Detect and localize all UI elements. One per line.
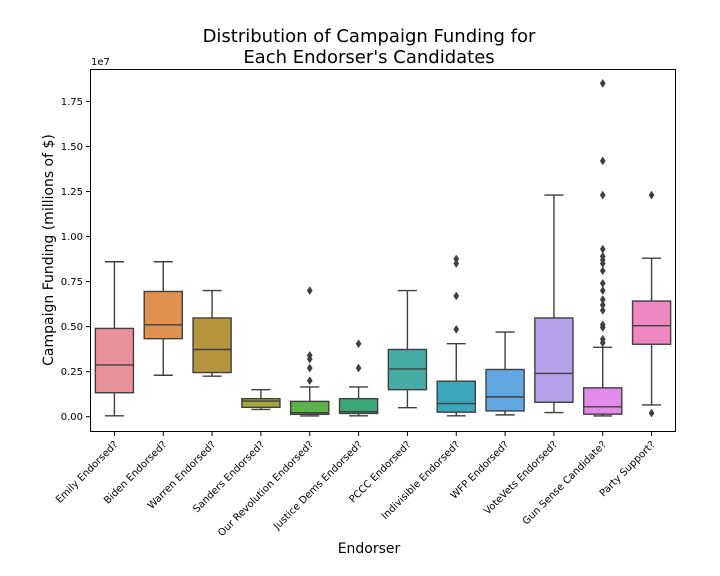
chart-title-line2: Each Endorser's Candidates — [243, 47, 494, 68]
outlier-point — [599, 190, 606, 200]
box — [631, 300, 672, 345]
y-axis-label: Campaign Funding (millions of $) — [41, 134, 57, 366]
y-tick-label: 0.25 — [61, 367, 83, 378]
outlier-point — [453, 254, 460, 264]
outlier-point — [453, 324, 460, 334]
outlier-point — [599, 251, 606, 261]
outlier-point — [599, 156, 606, 166]
y-axis-ticks: 0.00 0.25 0.50 0.75 1.00 1.25 1.50 1.75 — [61, 97, 90, 423]
outlier-point — [453, 291, 460, 301]
y-tick-label: 1.00 — [61, 232, 83, 243]
x-tick-label: Gun Sense Candidate? — [521, 439, 609, 527]
box-series — [94, 78, 672, 418]
outlier-point — [648, 408, 655, 418]
y-tick-label: 0.00 — [61, 412, 83, 423]
outlier-point — [599, 295, 606, 305]
box — [485, 368, 525, 412]
outlier-point — [599, 286, 606, 296]
box — [338, 397, 379, 415]
box — [241, 397, 281, 409]
box — [534, 317, 574, 403]
outlier-point — [599, 78, 606, 88]
outlier-point — [306, 363, 313, 373]
y-tick-label: 1.25 — [61, 187, 83, 198]
plot-frame — [90, 69, 676, 432]
x-axis-ticks: Emily Endorsed?Biden Endorsed?Warren End… — [54, 432, 658, 539]
x-tick-label: Our Revolution Endorsed? — [216, 439, 316, 539]
y-tick-label: 1.50 — [61, 142, 83, 153]
box — [143, 290, 183, 340]
box — [94, 327, 135, 394]
outlier-point — [453, 259, 460, 269]
outlier-point — [599, 334, 606, 344]
outlier-point — [355, 363, 362, 373]
box — [192, 317, 232, 374]
x-tick-label: Justice Dems Endorsed? — [271, 439, 365, 533]
x-axis-label: Endorser — [338, 541, 401, 557]
y-offset-label: 1e7 — [91, 57, 110, 68]
y-tick-label: 1.75 — [61, 97, 83, 108]
box — [436, 380, 476, 413]
outlier-point — [599, 278, 606, 288]
outlier-point — [599, 305, 606, 315]
outlier-point — [599, 300, 606, 310]
y-tick-label: 0.50 — [61, 322, 83, 333]
outlier-point — [306, 286, 313, 296]
outlier-point — [306, 350, 313, 360]
outlier-point — [648, 190, 655, 200]
outlier-point — [306, 376, 313, 386]
outlier-point — [599, 266, 606, 276]
box — [290, 400, 330, 416]
outlier-point — [599, 244, 606, 254]
box — [583, 387, 623, 415]
chart-title-line1: Distribution of Campaign Funding for — [203, 26, 536, 47]
outlier-point — [599, 320, 606, 330]
outlier-point — [355, 339, 362, 349]
y-tick-label: 0.75 — [61, 277, 83, 288]
